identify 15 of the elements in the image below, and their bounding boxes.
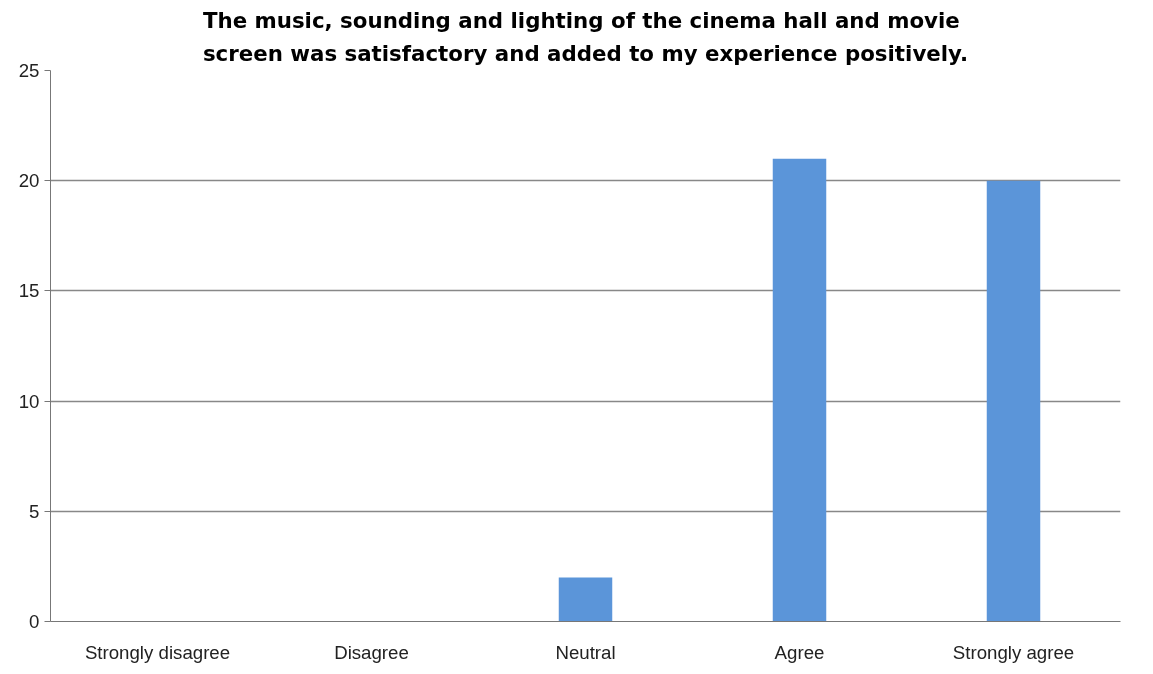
y-tick-label: 10 <box>18 390 40 412</box>
y-tick-label: 5 <box>29 500 40 522</box>
x-tick-label: Agree <box>774 641 825 663</box>
x-tick-label: Neutral <box>555 641 616 663</box>
bar <box>986 180 1041 622</box>
bar <box>772 158 827 622</box>
bar <box>558 577 613 622</box>
y-tick-label: 0 <box>29 611 40 632</box>
x-tick-label: Disagree <box>334 641 409 663</box>
y-tick-label: 25 <box>18 60 40 81</box>
chart-title: The music, sounding and lighting of the cinema hall and movie screen was satisfactory and added to my experience positively. <box>202 8 969 66</box>
x-tick-label: Strongly agree <box>952 641 1075 663</box>
y-tick-label: 15 <box>18 280 40 302</box>
x-tick-label: Strongly disagree <box>84 641 231 663</box>
y-tick-label: 20 <box>18 170 40 192</box>
